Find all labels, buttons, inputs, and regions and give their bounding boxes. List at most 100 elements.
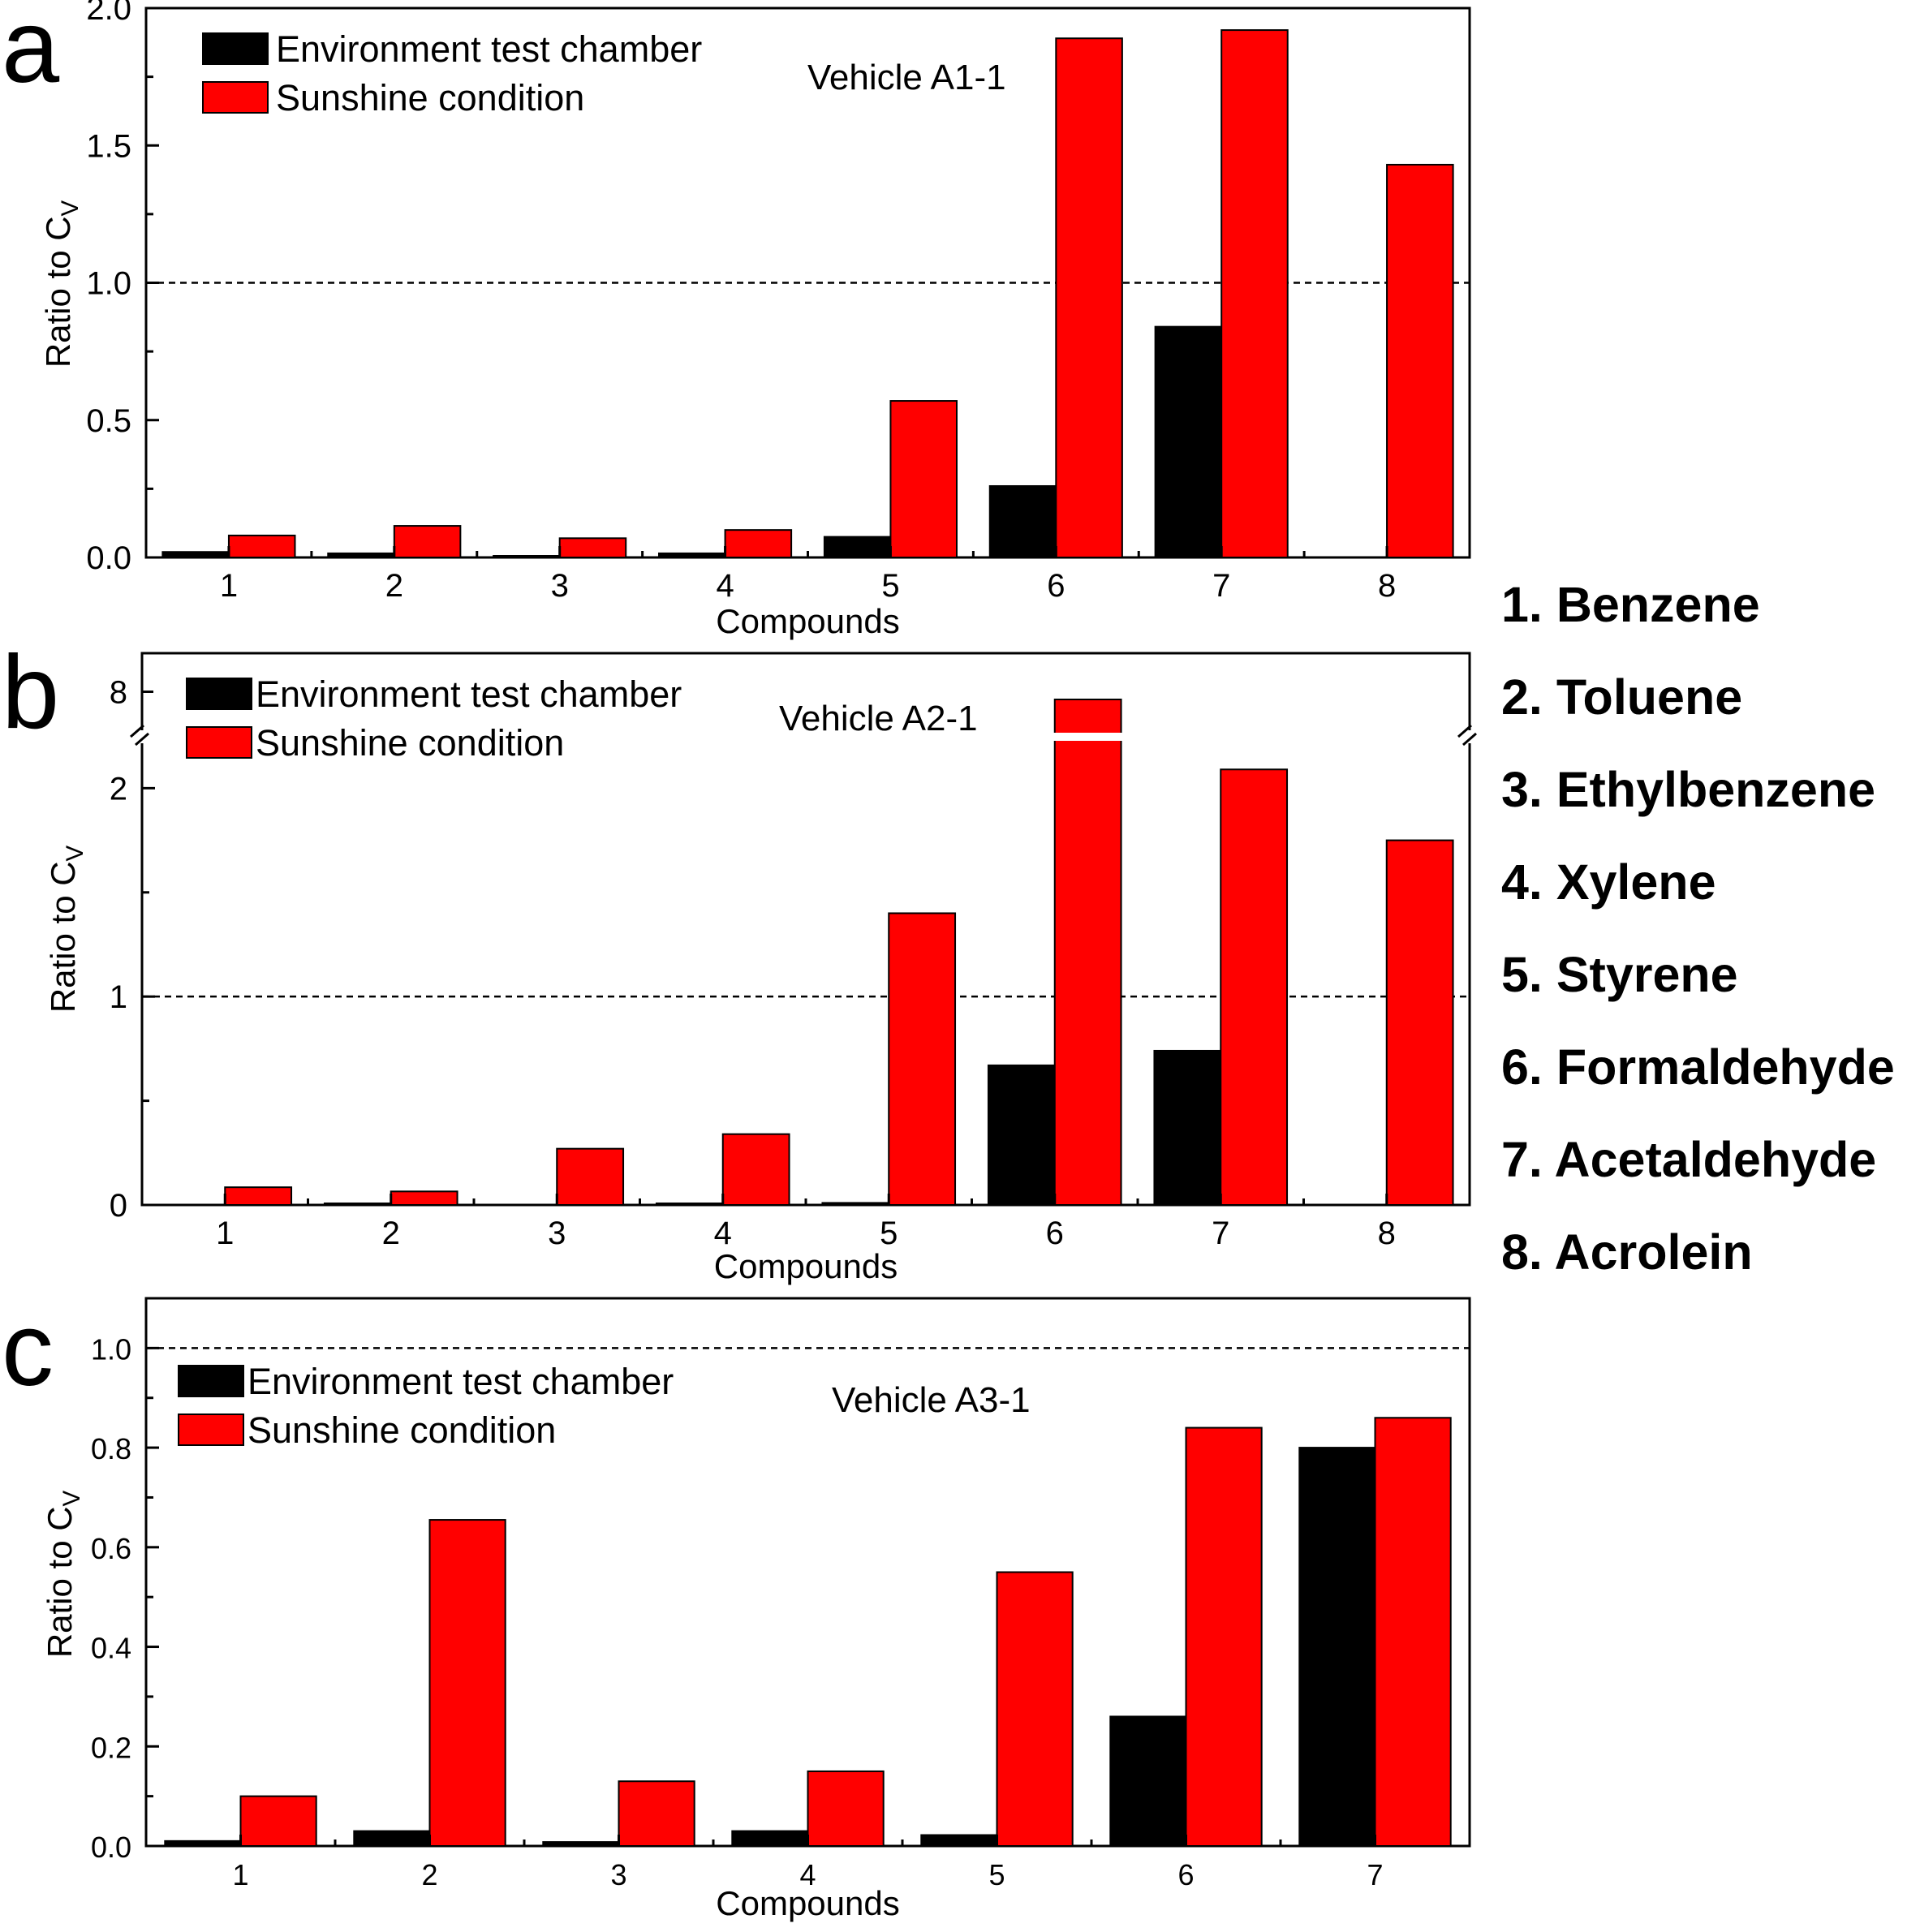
bar-sunshine-1 [239,1795,317,1848]
x-tick-label: 6 [1177,1858,1194,1891]
legend-label: Environment test chamber [248,1361,674,1402]
y-tick-label: 0.6 [91,1532,131,1565]
bar-chamber-3 [493,555,561,558]
y-tick-label: 0.2 [91,1731,131,1764]
compound-legend-item: 2. Toluene [1501,669,1743,725]
chart-title: Vehicle A2-1 [779,699,978,738]
bar-sunshine-8 [1385,839,1454,1207]
y-tick-label: 0.0 [86,540,131,576]
bar-sunshine-4 [724,529,793,559]
y-tick-label: 0.0 [91,1831,131,1864]
bar-chamber-7 [1298,1447,1376,1848]
legend-label: Sunshine condition [276,77,584,118]
bar-chamber-6 [988,484,1057,558]
bar-chamber-2 [353,1830,431,1847]
x-tick-label: 2 [385,568,403,604]
bar-sunshine-6 [1055,37,1123,559]
legend-label: Environment test chamber [256,673,682,715]
x-tick-label: 3 [551,568,569,604]
y-tick-label: 1.5 [86,128,131,164]
compound-legend-item: 1. Benzene [1501,577,1760,632]
y-axis-label-sub: V [57,200,84,216]
y-axis-label-sub: V [62,845,88,861]
y-tick-label: 8 [110,675,127,711]
bar-chamber-6 [987,1064,1056,1206]
bar-sunshine-6 [1185,1426,1263,1847]
legend-swatch [186,678,252,710]
bar-sunshine-4 [807,1770,885,1848]
y-tick-label: 2 [110,771,127,807]
compound-legend-item: 5. Styrene [1501,947,1738,1002]
bar-chamber-5 [823,536,892,558]
bar-sunshine-1 [227,534,296,558]
legend-label: Environment test chamber [276,28,702,70]
axis-break-mask [1462,730,1478,743]
bar-sunshine-5 [889,400,958,558]
compound-legend: 1. Benzene 2. Toluene 3. Ethylbenzene 4.… [1501,572,1895,1312]
x-tick-label: 1 [220,568,238,604]
bar-chamber-4 [655,1203,724,1206]
x-tick-label: 1 [216,1216,234,1251]
axis-break-gap [1052,733,1124,741]
x-tick-label: 2 [382,1216,400,1251]
bar-chamber-5 [821,1202,890,1206]
legend-swatch [202,81,269,114]
legend-swatch [178,1365,244,1397]
axis-break-mark [130,724,144,738]
bar-chamber-3 [542,1841,620,1847]
bar-sunshine-2 [428,1519,506,1848]
x-tick-label: 5 [988,1858,1005,1891]
y-tick-label: 0.8 [91,1432,131,1465]
x-tick-label: 7 [1212,568,1230,604]
y-tick-label: 1.0 [91,1332,131,1366]
x-tick-label: 7 [1367,1858,1383,1891]
x-tick-label: 8 [1378,568,1396,604]
bar-chamber-7 [1154,325,1223,558]
bar-sunshine-3 [556,1147,625,1206]
chart-panel-c: 0.0 0.2 0.4 0.6 0.8 1.0 1 2 3 4 5 6 7 Compounds Ratio … [41,1297,1471,1922]
y-axis-label: Ratio to CV [39,200,84,368]
y-tick-label: 0.5 [86,403,131,439]
y-axis-label-main: Ratio to C [41,1506,79,1658]
bar-sunshine-5 [996,1571,1074,1847]
compound-legend-item: 8. Acrolein [1501,1224,1753,1280]
bar-chamber-7 [1153,1049,1222,1207]
bar-chamber-1 [161,551,230,558]
bar-sunshine-5 [888,912,957,1207]
legend-swatch [178,1414,244,1446]
x-tick-label: 2 [421,1858,437,1891]
bar-chamber-2 [323,1203,392,1206]
panel-label-c: c [2,1292,54,1408]
bar-chamber-6 [1109,1715,1187,1848]
x-tick-label: 1 [232,1858,248,1891]
axis-break-mark [1457,724,1472,738]
y-axis-label: Ratio to CV [44,845,88,1013]
compound-legend-item: 3. Ethylbenzene [1501,762,1876,817]
bar-chamber-1 [164,1839,242,1847]
axis-break-mark [1462,732,1477,747]
bar-sunshine-4 [721,1133,790,1206]
x-tick-label: 3 [610,1858,626,1891]
chart-panel-a: 0.0 0.5 1.0 1.5 2.0 1 2 3 4 5 6 7 8 Compounds Ratio to… [39,0,1471,640]
x-axis-label: Compounds [714,1247,898,1285]
legend-swatch [186,726,252,759]
y-tick-label: 0.4 [91,1632,131,1665]
legend-label: Sunshine condition [248,1409,556,1451]
y-axis-label-main: Ratio to C [39,216,77,368]
bar-sunshine-1 [224,1186,293,1206]
x-tick-label: 8 [1378,1216,1396,1251]
x-tick-label: 5 [881,568,899,604]
bar-chamber-2 [327,552,395,558]
bar-sunshine-3 [558,537,627,558]
x-tick-label: 3 [548,1216,566,1251]
bar-sunshine-7 [1220,29,1289,558]
panel-label-b: b [2,635,60,751]
bar-sunshine-2 [393,525,462,559]
bar-sunshine-7 [1220,768,1289,1206]
bar-sunshine-7 [1374,1417,1452,1847]
y-tick-label: 1 [110,979,127,1015]
y-axis-label-main: Ratio to C [44,861,82,1013]
bar-sunshine-8 [1386,163,1454,558]
